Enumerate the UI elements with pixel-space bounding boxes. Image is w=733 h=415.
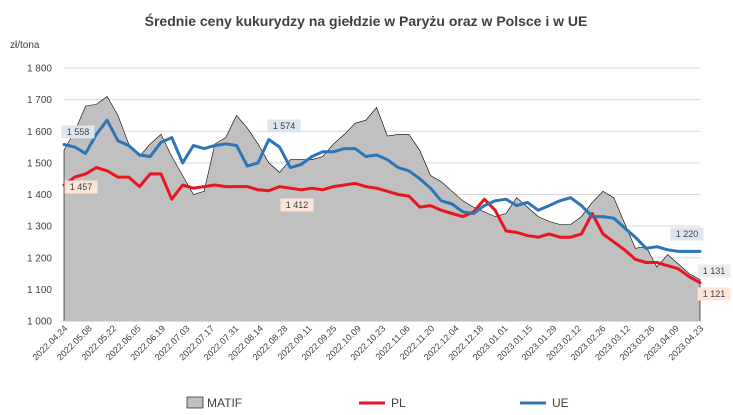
- y-tick-label: 1 200: [27, 253, 52, 264]
- legend-label-pl: PL: [391, 396, 406, 410]
- data-label-box: [64, 180, 98, 194]
- data-label: 1 220: [676, 229, 699, 239]
- x-axis-ticks: 2022.04.242022.05.082022.05.222022.06.05…: [30, 323, 705, 362]
- data-label-box: [280, 198, 314, 212]
- y-tick-label: 1 400: [27, 190, 52, 201]
- data-label: 1 121: [703, 289, 726, 299]
- area-layer: [63, 96, 701, 322]
- data-label: 1 574: [273, 121, 296, 131]
- legend-label-matif: MATIF: [207, 396, 242, 410]
- chart-title: Średnie ceny kukurydzy na giełdzie w Par…: [145, 12, 588, 29]
- data-labels: 1 558 1 457 1 574 1 412 1 220 1 131 1 121: [61, 119, 731, 301]
- data-label-box: [670, 227, 704, 241]
- legend-label-ue: UE: [552, 396, 569, 410]
- data-label: 1 457: [70, 182, 93, 192]
- data-label: 1 412: [286, 200, 309, 210]
- legend-swatch-matif: [186, 396, 204, 409]
- line-layer: [62, 118, 702, 285]
- series-area-matif: [63, 96, 701, 322]
- y-tick-label: 1 500: [27, 158, 52, 169]
- legend: MATIF PL UE: [186, 396, 569, 410]
- y-tick-label: 1 600: [27, 127, 52, 138]
- data-label: 1 131: [703, 266, 726, 276]
- y-tick-label: 1 800: [27, 64, 52, 75]
- y-tick-label: 1 100: [27, 285, 52, 296]
- data-label: 1 558: [67, 127, 90, 137]
- series-line-ue: [62, 118, 702, 253]
- data-label-box: [61, 125, 95, 139]
- y-axis-unit-label: zł/tona: [10, 40, 40, 51]
- y-tick-label: 1 000: [27, 317, 52, 328]
- y-tick-label: 1 300: [27, 222, 52, 233]
- y-tick-label: 1 700: [27, 95, 52, 106]
- data-label-box: [697, 287, 731, 301]
- data-label-box: [267, 119, 301, 133]
- y-axis-ticks: 1 000 1 100 1 200 1 300 1 400 1 500 1 600 1 700…: [27, 64, 52, 328]
- data-label-box: [697, 264, 731, 278]
